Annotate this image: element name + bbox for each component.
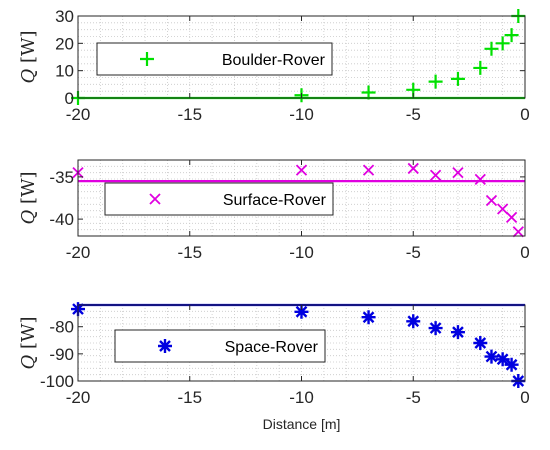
series-surface-rover	[72, 162, 524, 238]
data-point	[495, 36, 510, 51]
x-tick-label: -5	[406, 243, 421, 262]
data-point	[361, 310, 376, 325]
data-point	[497, 203, 509, 215]
data-point	[428, 321, 443, 336]
legend: Boulder-Rover	[96, 42, 333, 76]
x-tick-label: -15	[177, 243, 202, 262]
data-point	[429, 169, 442, 181]
data-point	[450, 71, 465, 86]
data-point	[295, 164, 308, 176]
x-tick-label: -5	[406, 388, 421, 407]
y-tick-label: 0	[65, 89, 74, 108]
x-tick-label: 0	[520, 243, 529, 262]
data-point	[428, 74, 443, 89]
data-point	[512, 226, 524, 238]
subplot-3: -20 -15 -10 -5 0 -100 -90 -80 Q [W] Distance [m] S…	[18, 302, 530, 432]
legend-label: Space-Rover	[225, 339, 319, 356]
y-axis-label: Q [W]	[18, 171, 39, 224]
x-tick-label: 0	[520, 388, 529, 407]
legend: Surface-Rover	[104, 182, 334, 216]
x-tick-label: -20	[66, 243, 91, 262]
legend-marker	[149, 193, 161, 205]
data-point	[484, 41, 499, 56]
data-point	[406, 314, 421, 329]
x-tick-label: -5	[406, 105, 421, 124]
x-tick-label: 0	[520, 105, 529, 124]
data-point	[407, 162, 419, 175]
legend-box	[104, 182, 334, 216]
legend-label: Boulder-Rover	[222, 52, 326, 69]
x-tick-label: -20	[66, 105, 91, 124]
data-point	[361, 85, 376, 100]
x-tick-label: -10	[289, 243, 314, 262]
y-tick-label: 20	[55, 34, 74, 53]
x-tick-label: -15	[177, 388, 202, 407]
y-axis-label: Q [W]	[18, 316, 39, 369]
legend-marker	[158, 339, 172, 353]
data-point	[485, 194, 498, 207]
x-tick-label: -10	[289, 388, 314, 407]
legend-marker	[140, 52, 154, 66]
data-point	[450, 325, 465, 340]
data-point	[505, 211, 518, 224]
x-axis-label: Distance [m]	[263, 416, 341, 432]
data-point	[473, 336, 488, 350]
legend-box	[114, 329, 326, 363]
legend-box	[96, 42, 333, 76]
data-point	[294, 304, 309, 319]
y-axis-label: Q [W]	[18, 30, 39, 83]
y-tick-label: -40	[49, 210, 74, 229]
data-point	[484, 349, 499, 364]
y-tick-label: -90	[49, 345, 74, 364]
y-tick-label: -35	[49, 168, 74, 187]
y-tick-label: 10	[55, 62, 74, 81]
subplot-2: -20 -15 -10 -5 0 -40 -35 Q [W] Surface-Rover	[18, 159, 530, 262]
y-tick-label: -80	[49, 318, 74, 337]
legend-label: Surface-Rover	[223, 192, 327, 209]
x-tick-label: -10	[289, 105, 314, 124]
x-tick-label: -15	[177, 105, 202, 124]
x-tick-label: -20	[66, 388, 91, 407]
legend: Space-Rover	[114, 329, 326, 363]
data-point	[473, 60, 488, 75]
y-tick-label: 30	[55, 7, 74, 26]
subplot-1: -20 -15 -10 -5 0 0 10 20 30 Q [W] Boulder-Rover	[18, 7, 530, 124]
data-point	[504, 28, 519, 43]
data-point	[362, 164, 375, 176]
y-tick-label: -100	[40, 372, 74, 391]
data-point	[452, 167, 464, 179]
data-point	[474, 173, 486, 186]
data-point	[504, 357, 519, 372]
data-point	[495, 352, 510, 367]
